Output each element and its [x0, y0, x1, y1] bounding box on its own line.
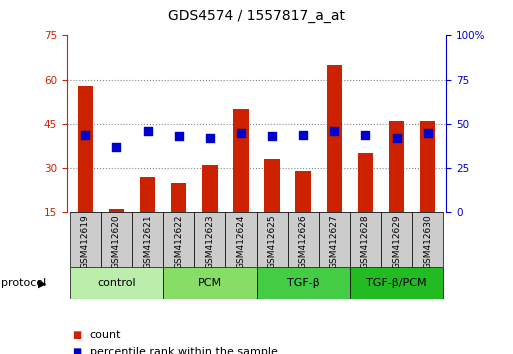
- Point: [174, 133, 183, 139]
- Bar: [77, 86, 93, 257]
- Bar: [70, 267, 163, 299]
- Text: TGF-β/PCM: TGF-β/PCM: [366, 278, 427, 288]
- Text: GSM412624: GSM412624: [236, 214, 245, 269]
- Bar: [358, 153, 373, 257]
- Text: GSM412619: GSM412619: [81, 214, 90, 269]
- Text: GSM412625: GSM412625: [268, 214, 277, 269]
- Text: GDS4574 / 1557817_a_at: GDS4574 / 1557817_a_at: [168, 9, 345, 23]
- Text: GSM412629: GSM412629: [392, 214, 401, 269]
- Text: GSM412628: GSM412628: [361, 214, 370, 269]
- Text: ■: ■: [72, 330, 81, 339]
- Bar: [319, 212, 350, 267]
- Bar: [256, 212, 288, 267]
- Bar: [171, 183, 187, 257]
- Text: ■: ■: [72, 347, 81, 354]
- Point: [392, 135, 401, 141]
- Bar: [350, 267, 443, 299]
- Bar: [350, 212, 381, 267]
- Text: GSM412621: GSM412621: [143, 214, 152, 269]
- Bar: [163, 267, 256, 299]
- Bar: [326, 65, 342, 257]
- Point: [361, 132, 369, 137]
- Point: [81, 132, 89, 137]
- Point: [112, 144, 121, 150]
- Bar: [109, 210, 124, 257]
- Text: protocol: protocol: [1, 278, 46, 288]
- Bar: [101, 212, 132, 267]
- Text: count: count: [90, 330, 121, 339]
- Text: control: control: [97, 278, 136, 288]
- Bar: [132, 212, 163, 267]
- Text: GSM412623: GSM412623: [205, 214, 214, 269]
- Point: [299, 132, 307, 137]
- Bar: [412, 212, 443, 267]
- Text: TGF-β: TGF-β: [287, 278, 320, 288]
- Text: GSM412627: GSM412627: [330, 214, 339, 269]
- Point: [268, 133, 276, 139]
- Text: GSM412630: GSM412630: [423, 214, 432, 269]
- Text: percentile rank within the sample: percentile rank within the sample: [90, 347, 278, 354]
- Bar: [256, 267, 350, 299]
- Bar: [264, 159, 280, 257]
- Text: GSM412620: GSM412620: [112, 214, 121, 269]
- Point: [237, 130, 245, 136]
- Bar: [70, 212, 101, 267]
- Point: [144, 128, 152, 134]
- Bar: [140, 177, 155, 257]
- Bar: [389, 121, 404, 257]
- Text: GSM412626: GSM412626: [299, 214, 308, 269]
- Bar: [163, 212, 194, 267]
- Bar: [295, 171, 311, 257]
- Text: PCM: PCM: [198, 278, 222, 288]
- Point: [330, 128, 339, 134]
- Point: [424, 130, 432, 136]
- Bar: [194, 212, 225, 267]
- Bar: [225, 212, 256, 267]
- Bar: [233, 109, 249, 257]
- Text: ▶: ▶: [38, 278, 46, 288]
- Bar: [381, 212, 412, 267]
- Bar: [288, 212, 319, 267]
- Text: GSM412622: GSM412622: [174, 214, 183, 269]
- Point: [206, 135, 214, 141]
- Bar: [202, 165, 218, 257]
- Bar: [420, 121, 436, 257]
